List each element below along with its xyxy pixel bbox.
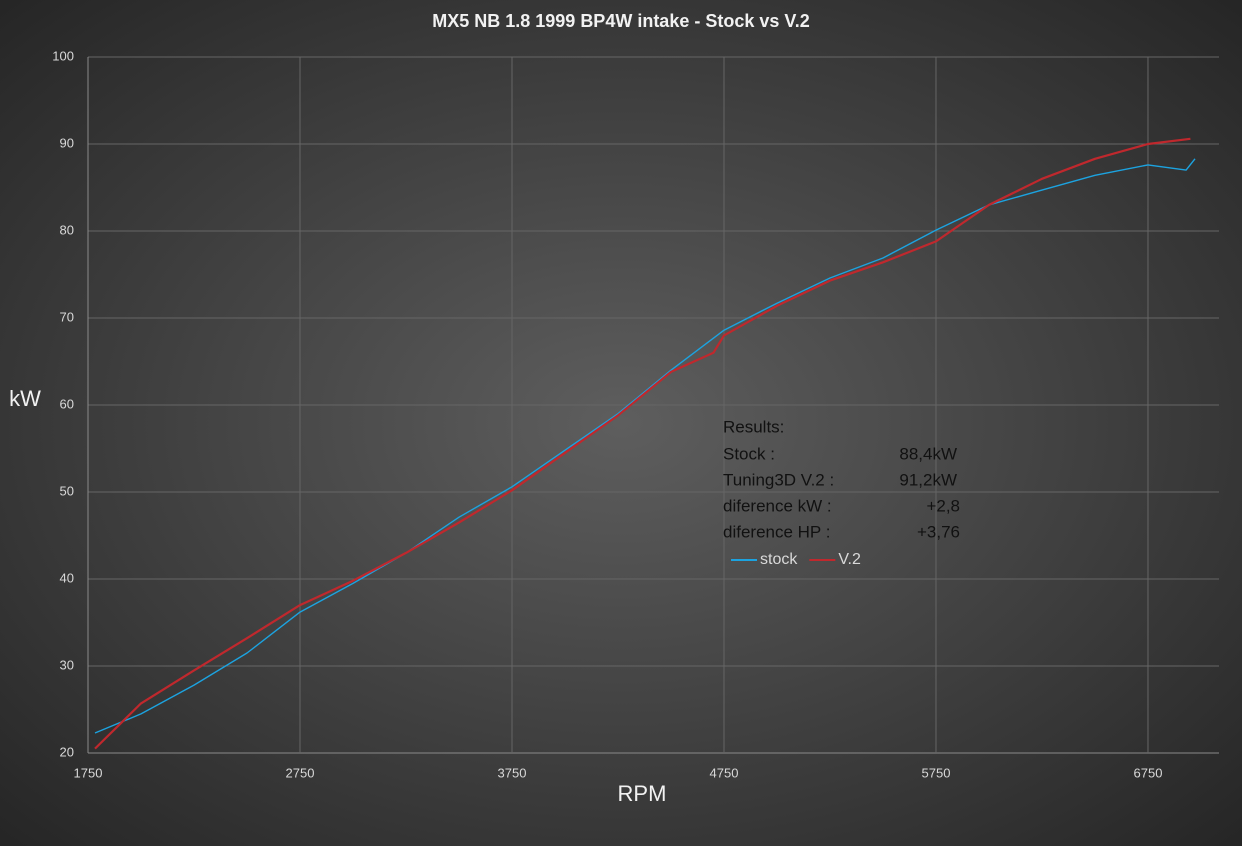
legend-label: V.2 — [838, 551, 861, 568]
y-tick-label: 40 — [60, 570, 74, 585]
y-tick-label: 30 — [60, 657, 74, 672]
annotation-label: diference HP : — [723, 522, 830, 541]
annotation-label: Stock : — [723, 444, 775, 463]
y-tick-label: 90 — [60, 135, 74, 150]
annotation-value: 91,2kW — [899, 470, 957, 489]
annotation-label: Tuning3D V.2 : — [723, 470, 834, 489]
annotation-value: +2,8 — [926, 496, 960, 515]
annotation-title: Results: — [723, 417, 784, 436]
y-tick-label: 80 — [60, 222, 74, 237]
x-tick-label: 5750 — [922, 765, 951, 780]
annotation-value: +3,76 — [917, 522, 960, 541]
series-line — [94, 137, 1191, 750]
x-tick-label: 3750 — [498, 765, 527, 780]
x-tick-label: 6750 — [1134, 765, 1163, 780]
series-line — [94, 158, 1196, 734]
x-tick-label: 4750 — [710, 765, 739, 780]
y-tick-label: 60 — [60, 396, 74, 411]
y-axis-label: kW — [9, 386, 41, 411]
y-tick-label: 50 — [60, 483, 74, 498]
x-tick-label: 1750 — [74, 765, 103, 780]
legend-label: stock — [760, 551, 798, 568]
y-tick-label: 20 — [60, 744, 74, 759]
annotation-label: diference kW : — [723, 496, 832, 515]
x-axis-label: RPM — [618, 781, 667, 806]
y-tick-label: 100 — [52, 48, 74, 63]
annotation-value: 88,4kW — [899, 444, 957, 463]
x-tick-label: 2750 — [286, 765, 315, 780]
chart-title: MX5 NB 1.8 1999 BP4W intake - Stock vs V… — [432, 11, 810, 31]
y-tick-label: 70 — [60, 309, 74, 324]
